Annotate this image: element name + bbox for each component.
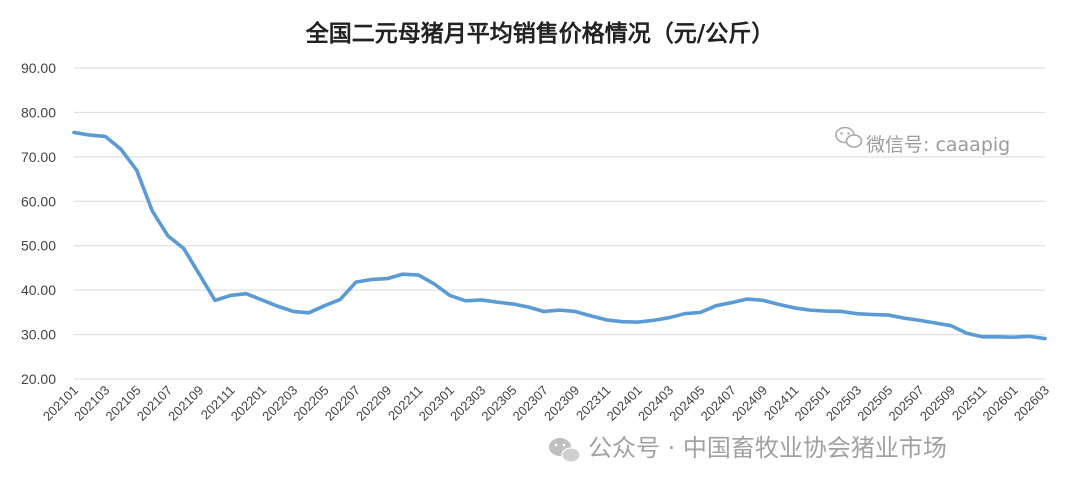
data-point <box>542 310 546 313</box>
data-point <box>511 302 514 306</box>
data-point <box>166 234 170 238</box>
data-point <box>605 318 608 322</box>
data-point <box>433 282 436 286</box>
data-point <box>918 319 921 322</box>
data-point <box>1028 335 1031 338</box>
y-tick-label: 50.00 <box>21 238 56 254</box>
y-axis-ticks: 20.00 30.00 40.00 50.00 60.00 70.00 80.00 90.00 <box>21 60 56 387</box>
data-point <box>714 304 718 307</box>
data-point <box>887 313 890 317</box>
data-point <box>902 316 906 320</box>
data-point <box>401 272 405 276</box>
wechat-id-text: 微信号: caaapig <box>866 134 1010 156</box>
data-point <box>339 298 342 301</box>
y-tick-label: 30.00 <box>21 327 56 343</box>
data-point <box>213 299 217 302</box>
y-tick-label: 90.00 <box>21 60 56 76</box>
data-point <box>88 133 91 137</box>
data-point <box>996 335 1000 338</box>
y-tick-label: 60.00 <box>21 193 56 209</box>
wechat-icon <box>835 126 863 148</box>
data-point <box>965 332 968 335</box>
data-point <box>417 273 420 277</box>
data-point <box>119 148 123 151</box>
data-point <box>526 305 530 309</box>
data-point <box>182 247 185 250</box>
data-point <box>307 311 311 315</box>
series-line <box>72 130 1047 341</box>
data-point <box>730 301 733 304</box>
data-point <box>981 335 984 338</box>
data-point <box>777 303 780 306</box>
y-tick-label: 20.00 <box>21 371 56 387</box>
wechat-icon <box>549 438 581 463</box>
data-point <box>636 320 640 324</box>
data-point <box>573 310 577 313</box>
official-account-text: 公众号 · 中国畜牧业协会猪业市场 <box>588 434 947 462</box>
data-point <box>620 320 624 323</box>
data-point <box>151 209 154 213</box>
data-point <box>448 294 452 297</box>
data-point <box>135 168 138 172</box>
data-point <box>934 321 937 325</box>
data-point <box>276 304 279 308</box>
data-point <box>558 308 561 312</box>
data-point <box>1012 336 1015 339</box>
data-point <box>260 298 264 302</box>
data-point <box>746 297 749 301</box>
data-point <box>855 312 859 315</box>
data-point <box>949 324 953 327</box>
chart-title: 全国二元母猪月平均销售价格情况（元/公斤） <box>305 20 774 47</box>
y-tick-label: 70.00 <box>21 149 56 165</box>
data-point <box>229 294 232 297</box>
data-point <box>793 306 796 310</box>
data-point <box>464 299 467 303</box>
data-point <box>245 292 248 295</box>
data-point <box>808 308 812 312</box>
data-point <box>292 310 295 313</box>
data-point <box>104 135 107 138</box>
data-point <box>354 280 358 284</box>
data-point <box>386 277 389 280</box>
data-point <box>871 313 874 316</box>
gridlines <box>74 67 1045 380</box>
official-account-watermark: 公众号 · 中国畜牧业协会猪业市场 <box>549 434 947 463</box>
data-point <box>652 319 655 322</box>
data-point <box>198 272 201 276</box>
data-point <box>761 299 765 302</box>
data-point <box>699 311 702 314</box>
data-point <box>370 278 373 281</box>
data-point <box>495 300 499 304</box>
data-point <box>323 304 326 307</box>
y-tick-label: 40.00 <box>21 282 56 298</box>
y-tick-label: 80.00 <box>21 104 56 120</box>
data-point <box>589 314 593 318</box>
data-point <box>479 298 483 302</box>
data-point <box>824 309 827 313</box>
data-point <box>840 310 843 313</box>
wechat-watermark: 微信号: caaapig <box>835 126 1010 156</box>
data-point <box>683 312 686 315</box>
data-point <box>667 316 671 319</box>
data-point <box>72 131 76 134</box>
data-point <box>1043 337 1047 340</box>
